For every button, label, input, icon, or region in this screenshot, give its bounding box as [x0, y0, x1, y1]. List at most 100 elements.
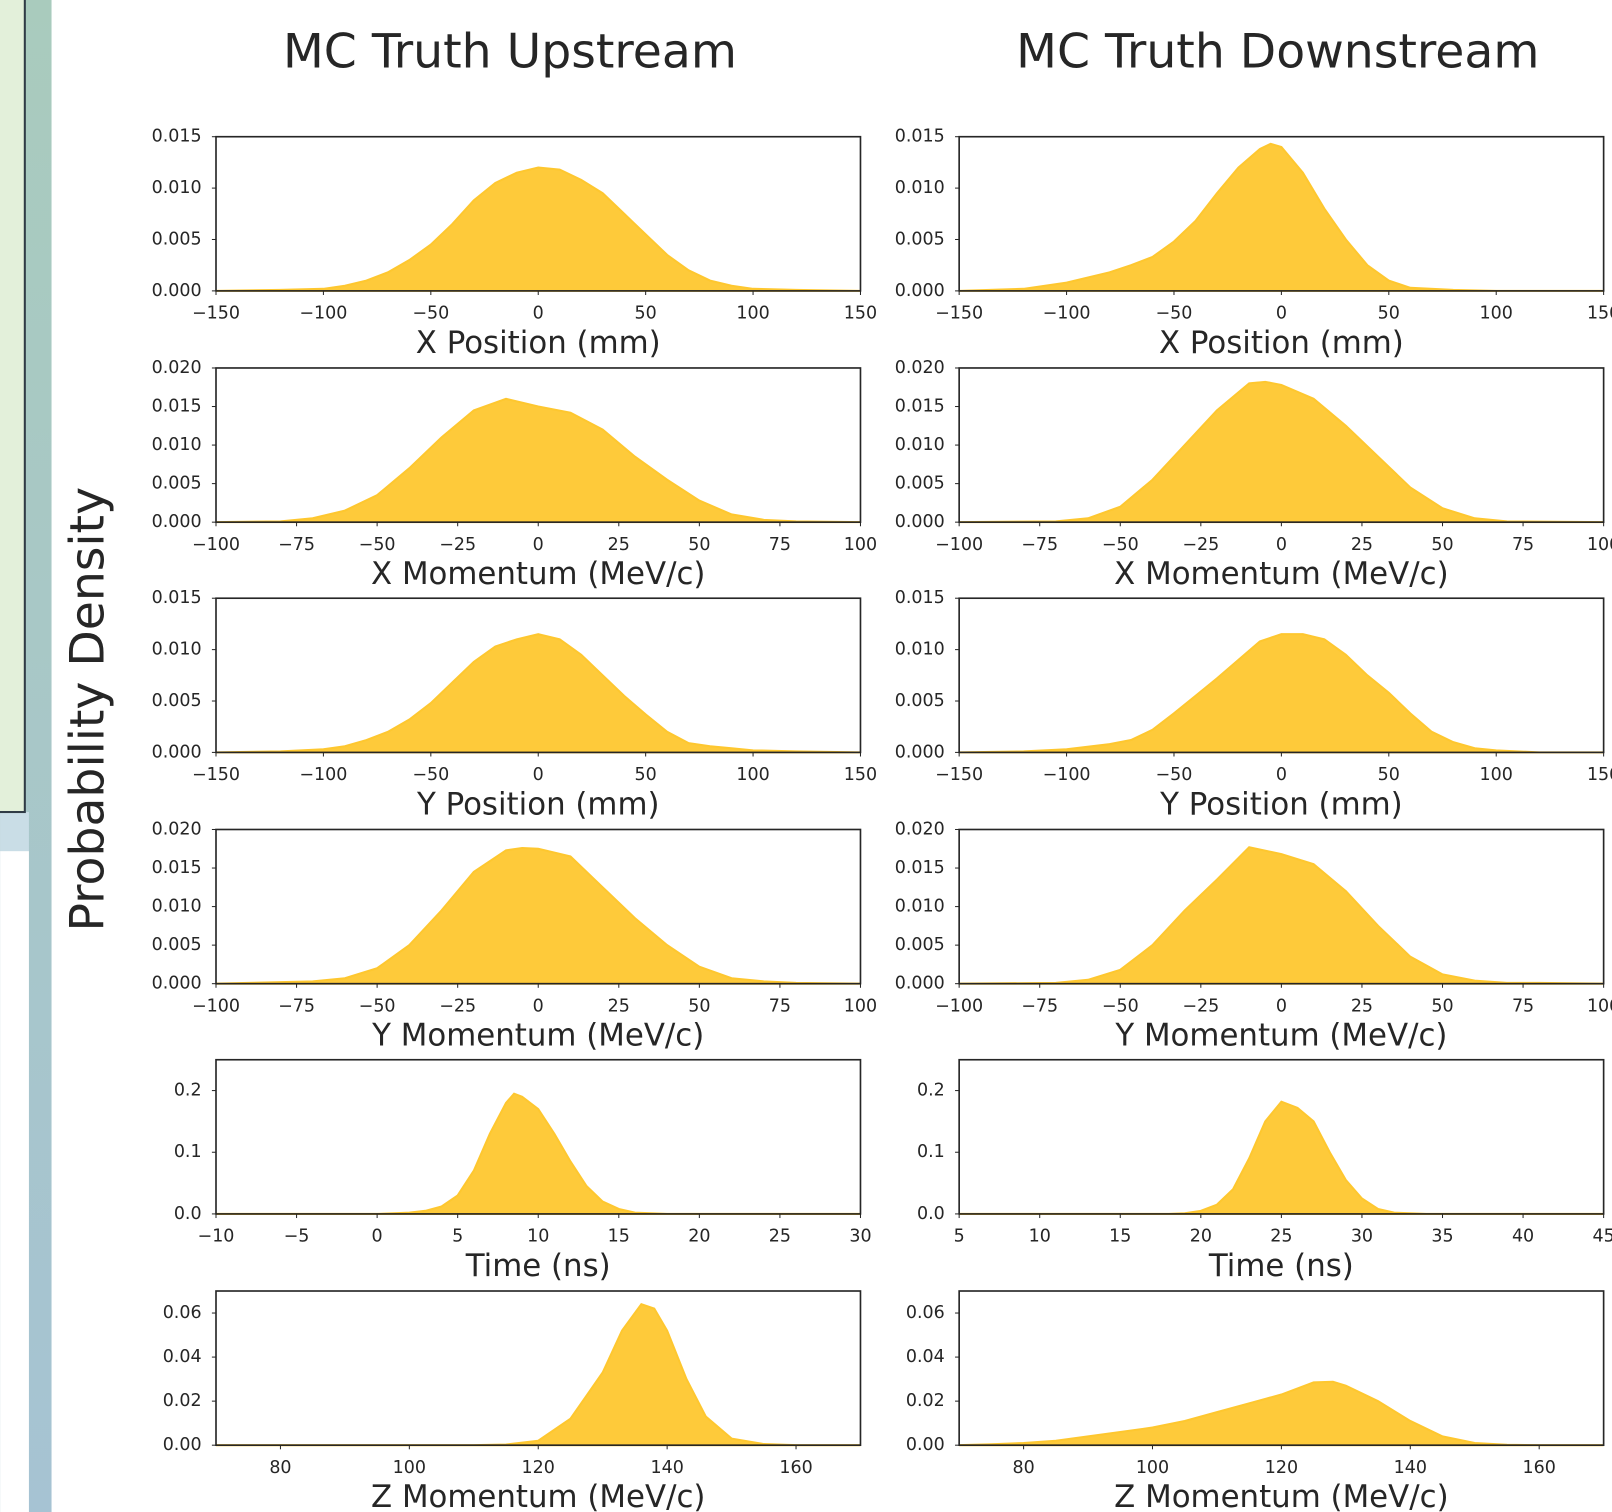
- x-tick-label: 20: [688, 1227, 710, 1247]
- x-tick-label: −75: [278, 535, 315, 555]
- y-tick-label: 0.010: [895, 897, 945, 917]
- x-tick-label: 30: [1351, 1227, 1373, 1247]
- x-tick-label: 50: [1431, 535, 1453, 555]
- y-tick-label: 0.015: [895, 588, 945, 608]
- x-tick-label: 100: [1587, 996, 1612, 1016]
- x-tick-label: 40: [1512, 1227, 1534, 1247]
- x-tick-label: 150: [844, 304, 877, 324]
- x-tick-label: −75: [278, 996, 315, 1016]
- x-tick-label: 0: [533, 535, 544, 555]
- column-title: MC Truth Downstream: [1016, 24, 1539, 79]
- x-tick-label: −100: [935, 535, 983, 555]
- x-tick-label: 0: [1276, 996, 1287, 1016]
- x-tick-label: 5: [452, 1227, 463, 1247]
- x-tick-label: 120: [1265, 1458, 1298, 1478]
- x-tick-label: 5: [954, 1227, 965, 1247]
- y-tick-label: 0.010: [152, 178, 202, 198]
- y-tick-label: 0.015: [152, 397, 202, 417]
- y-tick-label: 0.015: [152, 127, 202, 147]
- x-tick-label: 140: [1394, 1458, 1427, 1478]
- y-tick-label: 0.000: [152, 974, 202, 994]
- x-tick-label: 120: [522, 1458, 555, 1478]
- y-tick-label: 0.015: [895, 127, 945, 147]
- x-tick-label: −100: [299, 304, 347, 324]
- x-tick-label: 100: [844, 996, 877, 1016]
- x-tick-label: −50: [412, 304, 449, 324]
- y-tick-label: 0.000: [895, 742, 945, 762]
- y-tick-label: 0.000: [152, 512, 202, 532]
- density-area: [959, 380, 1604, 524]
- y-tick-label: 0.010: [895, 178, 945, 198]
- x-tick-label: −75: [1021, 535, 1058, 555]
- y-tick-label: 0.04: [906, 1347, 945, 1367]
- x-tick-label: 75: [769, 996, 791, 1016]
- x-tick-label: −100: [192, 996, 240, 1016]
- y-tick-label: 0.0: [917, 1204, 945, 1224]
- density-area: [959, 142, 1604, 292]
- x-tick-label: 100: [736, 304, 769, 324]
- x-tick-label: 25: [769, 1227, 791, 1247]
- x-tick-label: −50: [1156, 765, 1193, 785]
- y-tick-label: 0.010: [895, 435, 945, 455]
- x-tick-label: −150: [935, 765, 983, 785]
- y-tick-label: 0.0: [174, 1204, 202, 1224]
- side-panel: [0, 0, 26, 814]
- y-tick-label: 0.000: [895, 512, 945, 532]
- y-axis-label: Probability Density: [61, 487, 116, 932]
- x-tick-label: 50: [688, 996, 710, 1016]
- x-tick-label: 45: [1593, 1227, 1612, 1247]
- density-area: [215, 166, 861, 292]
- x-tick-label: 10: [1029, 1227, 1051, 1247]
- x-tick-label: −100: [1043, 765, 1091, 785]
- x-tick-label: 75: [1512, 535, 1534, 555]
- density-area: [959, 1100, 1604, 1215]
- x-tick-label: −50: [412, 765, 449, 785]
- y-tick-label: 0.015: [895, 858, 945, 878]
- x-tick-label: 0: [533, 996, 544, 1016]
- x-tick-label: −25: [1182, 535, 1219, 555]
- y-tick-label: 0.015: [152, 588, 202, 608]
- y-tick-label: 0.005: [152, 691, 202, 711]
- y-tick-label: 0.000: [895, 281, 945, 301]
- y-tick-label: 0.005: [895, 691, 945, 711]
- y-tick-label: 0.000: [152, 281, 202, 301]
- x-axis-label: X Momentum (MeV/c): [371, 556, 705, 592]
- y-tick-label: 0.015: [895, 397, 945, 417]
- y-tick-label: 0.010: [152, 640, 202, 660]
- x-tick-label: 100: [393, 1458, 426, 1478]
- x-tick-label: 0: [372, 1227, 383, 1247]
- density-area: [959, 1380, 1604, 1447]
- x-tick-label: 100: [1587, 535, 1612, 555]
- x-tick-label: 25: [1351, 535, 1373, 555]
- x-tick-label: 50: [1378, 304, 1400, 324]
- y-tick-label: 0.2: [174, 1081, 202, 1101]
- y-tick-label: 0.005: [152, 474, 202, 494]
- y-tick-label: 0.1: [917, 1142, 945, 1162]
- x-tick-label: −25: [439, 996, 476, 1016]
- x-tick-label: 0: [1276, 535, 1287, 555]
- y-tick-label: 0.000: [152, 742, 202, 762]
- density-area: [216, 1092, 861, 1215]
- x-tick-label: 30: [849, 1227, 871, 1247]
- plot-background: [216, 1291, 861, 1446]
- x-tick-label: 80: [1012, 1458, 1034, 1478]
- x-tick-label: 0: [1276, 765, 1287, 785]
- x-tick-label: 100: [844, 535, 877, 555]
- x-tick-label: 160: [1523, 1458, 1556, 1478]
- x-tick-label: −5: [284, 1227, 310, 1247]
- x-tick-label: 50: [688, 535, 710, 555]
- x-tick-label: −50: [359, 535, 396, 555]
- y-tick-label: 0.010: [895, 640, 945, 660]
- x-tick-label: 50: [1378, 765, 1400, 785]
- y-tick-label: 0.005: [895, 229, 945, 249]
- x-axis-label: Y Position (mm): [1159, 786, 1403, 822]
- x-tick-label: 100: [736, 765, 769, 785]
- x-tick-label: 150: [1587, 304, 1612, 324]
- x-tick-label: −50: [1102, 535, 1139, 555]
- x-tick-label: 0: [1276, 304, 1287, 324]
- x-tick-label: −100: [935, 996, 983, 1016]
- x-axis-label: Y Momentum (MeV/c): [371, 1018, 704, 1054]
- y-tick-label: 0.2: [917, 1081, 945, 1101]
- y-tick-label: 0.020: [895, 819, 945, 839]
